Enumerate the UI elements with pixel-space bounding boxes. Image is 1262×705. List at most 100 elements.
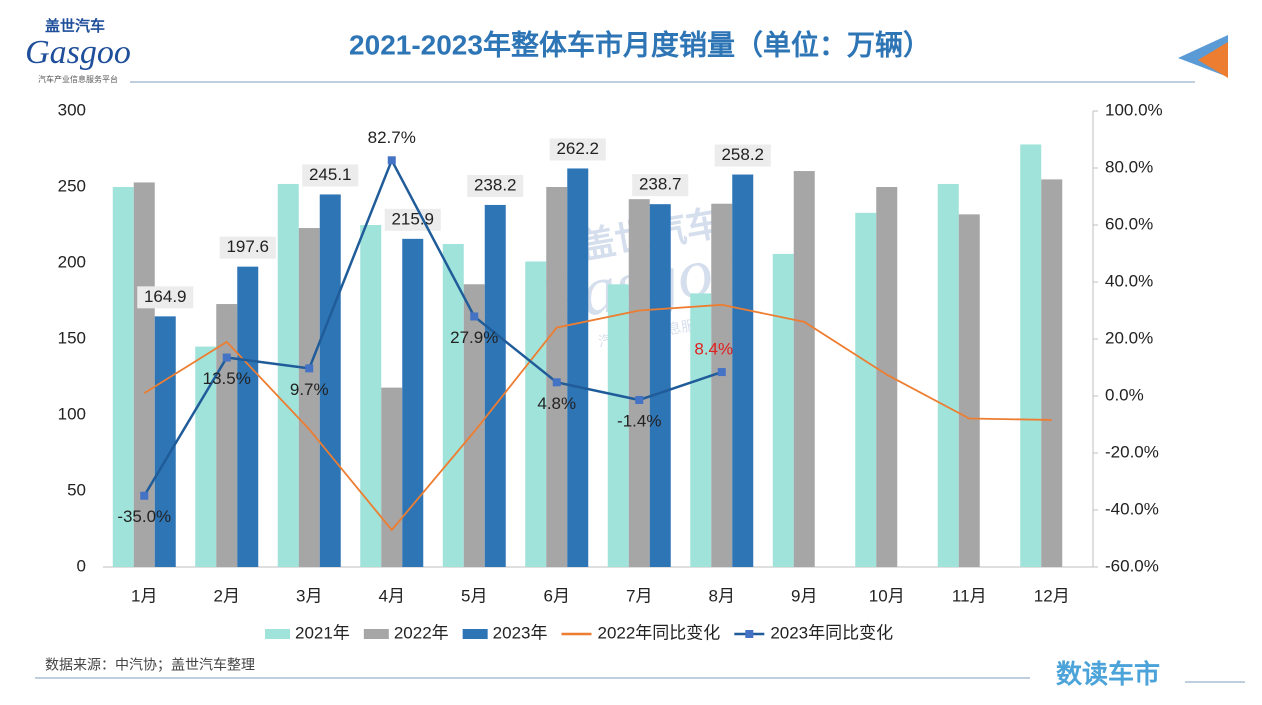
legend-swatch xyxy=(363,629,389,639)
y2-tick-label: -40.0% xyxy=(1105,499,1159,518)
y2-tick-label: 100.0% xyxy=(1105,100,1163,119)
column-name: 数读车市 xyxy=(1056,659,1160,689)
bar xyxy=(277,183,299,567)
data-label: 262.2 xyxy=(556,139,599,158)
line-marker xyxy=(635,395,644,404)
data-label: 238.7 xyxy=(639,175,682,194)
data-label: 164.9 xyxy=(144,287,187,306)
line-marker xyxy=(470,312,479,321)
line-marker xyxy=(222,353,231,362)
data-label: 13.5% xyxy=(203,369,251,388)
data-label-box xyxy=(549,138,606,161)
x-tick-label: 2月 xyxy=(214,586,240,605)
legend-swatch xyxy=(265,629,290,639)
bar xyxy=(958,214,980,568)
y-tick-label: 0 xyxy=(77,556,86,575)
legend-swatch xyxy=(462,629,488,639)
bar xyxy=(855,212,877,567)
bar xyxy=(1020,144,1042,567)
data-label-box xyxy=(714,144,771,167)
x-tick-label: 1月 xyxy=(131,586,157,605)
deco-arrow xyxy=(1198,42,1228,78)
bar xyxy=(237,266,259,567)
data-label-box xyxy=(632,174,689,197)
data-label-box xyxy=(137,286,194,309)
legend-label: 2021年 xyxy=(295,623,350,642)
bar xyxy=(1041,179,1063,567)
x-tick-label: 12月 xyxy=(1034,586,1070,605)
y2-tick-label: 20.0% xyxy=(1105,328,1153,347)
bar xyxy=(319,194,341,567)
logo-tagline: 汽车产业信息服务平台 xyxy=(38,74,118,84)
y2-tick-label: 40.0% xyxy=(1105,271,1153,290)
x-tick-label: 6月 xyxy=(544,586,570,605)
bar xyxy=(772,253,794,567)
y-tick-label: 50 xyxy=(67,480,86,499)
bar xyxy=(711,203,733,567)
bar xyxy=(649,204,671,567)
legend-swatch xyxy=(745,630,754,638)
data-label: 197.6 xyxy=(226,237,269,256)
x-tick-label: 11月 xyxy=(952,586,987,605)
y-tick-label: 150 xyxy=(58,328,86,347)
y-tick-label: 300 xyxy=(58,100,86,119)
chart-title: 2021-2023年整体车市月度销量（单位：万辆） xyxy=(349,28,931,60)
y2-tick-label: -60.0% xyxy=(1105,556,1159,575)
x-tick-label: 3月 xyxy=(296,586,322,605)
x-tick-label: 5月 xyxy=(461,586,487,605)
data-label: 258.2 xyxy=(721,145,764,164)
line xyxy=(143,303,1052,532)
legend-label: 2023年 xyxy=(493,623,548,642)
data-label: 215.9 xyxy=(391,209,434,228)
bar xyxy=(216,304,238,567)
data-label-box xyxy=(219,236,276,259)
y2-tick-label: 80.0% xyxy=(1105,157,1153,176)
legend-label: 2023年同比变化 xyxy=(770,623,893,642)
data-label-box xyxy=(302,164,359,187)
data-label: -1.4% xyxy=(617,411,661,430)
legend-label: 2022年同比变化 xyxy=(597,623,720,642)
bar xyxy=(484,204,506,567)
line-marker xyxy=(717,368,726,377)
legend-label: 2022年 xyxy=(394,623,449,642)
bar xyxy=(360,225,382,567)
data-label: 238.2 xyxy=(474,175,517,194)
data-label: -35.0% xyxy=(117,507,171,526)
y2-tick-label: 60.0% xyxy=(1105,214,1153,233)
x-tick-label: 8月 xyxy=(709,586,735,605)
bar xyxy=(876,187,898,567)
x-tick-label: 9月 xyxy=(791,586,817,605)
data-label-box xyxy=(467,174,524,197)
y2-tick-label: -20.0% xyxy=(1105,442,1159,461)
bar xyxy=(463,284,485,567)
bar xyxy=(442,244,464,567)
bar xyxy=(112,187,134,567)
data-label: 9.7% xyxy=(290,380,329,399)
bar xyxy=(567,168,589,567)
data-label: 4.8% xyxy=(537,394,576,413)
y-tick-label: 200 xyxy=(58,252,86,271)
logo-cn: 盖世汽车 xyxy=(45,17,105,35)
bar xyxy=(607,284,629,567)
line-marker xyxy=(552,378,561,387)
bar xyxy=(937,183,959,567)
line-marker xyxy=(140,491,149,500)
x-tick-label: 10月 xyxy=(869,586,905,605)
bar xyxy=(793,171,815,568)
x-tick-label: 4月 xyxy=(379,586,405,605)
y2-tick-label: 0.0% xyxy=(1105,385,1144,404)
logo-en: Gasgoo xyxy=(25,34,131,71)
data-label: 8.4% xyxy=(694,340,733,359)
source-note: 数据来源：中汽协；盖世汽车整理 xyxy=(45,657,255,674)
bar xyxy=(525,261,547,567)
bar xyxy=(690,293,712,567)
data-label: 82.7% xyxy=(368,128,416,147)
bar xyxy=(732,174,754,567)
bar xyxy=(546,187,568,567)
line-marker xyxy=(387,156,396,165)
bar xyxy=(402,238,424,567)
line-marker xyxy=(305,364,314,373)
bar xyxy=(154,316,176,567)
